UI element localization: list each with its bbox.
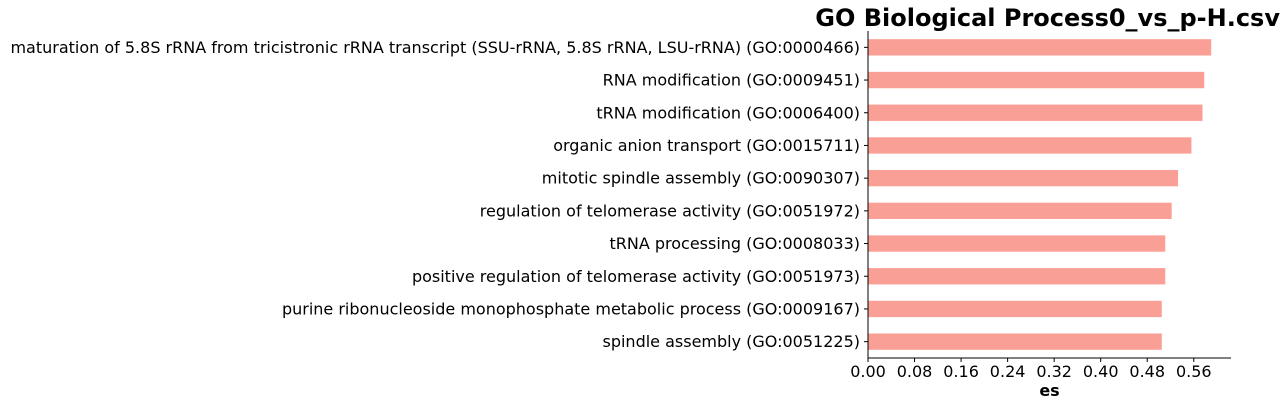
bar xyxy=(868,202,1172,220)
x-tick-label: 0.08 xyxy=(897,362,933,381)
bar xyxy=(868,235,1166,252)
category-label: mitotic spindle assembly (GO:0090307) xyxy=(542,169,860,188)
bar xyxy=(868,300,1162,318)
x-tick-label: 0.40 xyxy=(1083,362,1119,381)
x-tick-label: 0.16 xyxy=(943,362,979,381)
bar xyxy=(868,104,1203,121)
category-label: purine ribonucleoside monophosphate meta… xyxy=(282,299,860,318)
bars-group xyxy=(868,39,1212,350)
category-label: tRNA processing (GO:0008033) xyxy=(609,234,860,253)
category-label: organic anion transport (GO:0015711) xyxy=(553,136,860,155)
x-tick-label: 0.48 xyxy=(1129,362,1165,381)
bar xyxy=(868,137,1192,154)
axes xyxy=(867,31,1231,359)
x-axis-label: es xyxy=(1039,381,1059,400)
category-label: RNA modification (GO:0009451) xyxy=(603,71,860,90)
bar xyxy=(868,333,1162,350)
category-labels: maturation of 5.8S rRNA from tricistroni… xyxy=(10,38,868,351)
x-tick-label: 0.24 xyxy=(990,362,1026,381)
category-label: tRNA modification (GO:0006400) xyxy=(596,103,860,122)
chart-title: GO Biological Process0_vs_p-H.csv xyxy=(815,4,1280,32)
category-label: positive regulation of telomerase activi… xyxy=(412,267,860,286)
x-ticks: 0.00 0.08 0.16 0.24 0.32 0.40 0.48 0.56 xyxy=(850,358,1212,381)
category-label: spindle assembly (GO:0051225) xyxy=(602,332,860,351)
x-tick-label: 0.56 xyxy=(1176,362,1212,381)
category-label: maturation of 5.8S rRNA from tricistroni… xyxy=(10,38,860,57)
bar xyxy=(868,169,1179,187)
x-tick-label: 0.32 xyxy=(1036,362,1072,381)
bar xyxy=(868,71,1205,89)
bar xyxy=(868,268,1166,285)
bar xyxy=(868,39,1212,56)
category-label: regulation of telomerase activity (GO:00… xyxy=(480,201,860,220)
x-tick-label: 0.00 xyxy=(850,362,886,381)
